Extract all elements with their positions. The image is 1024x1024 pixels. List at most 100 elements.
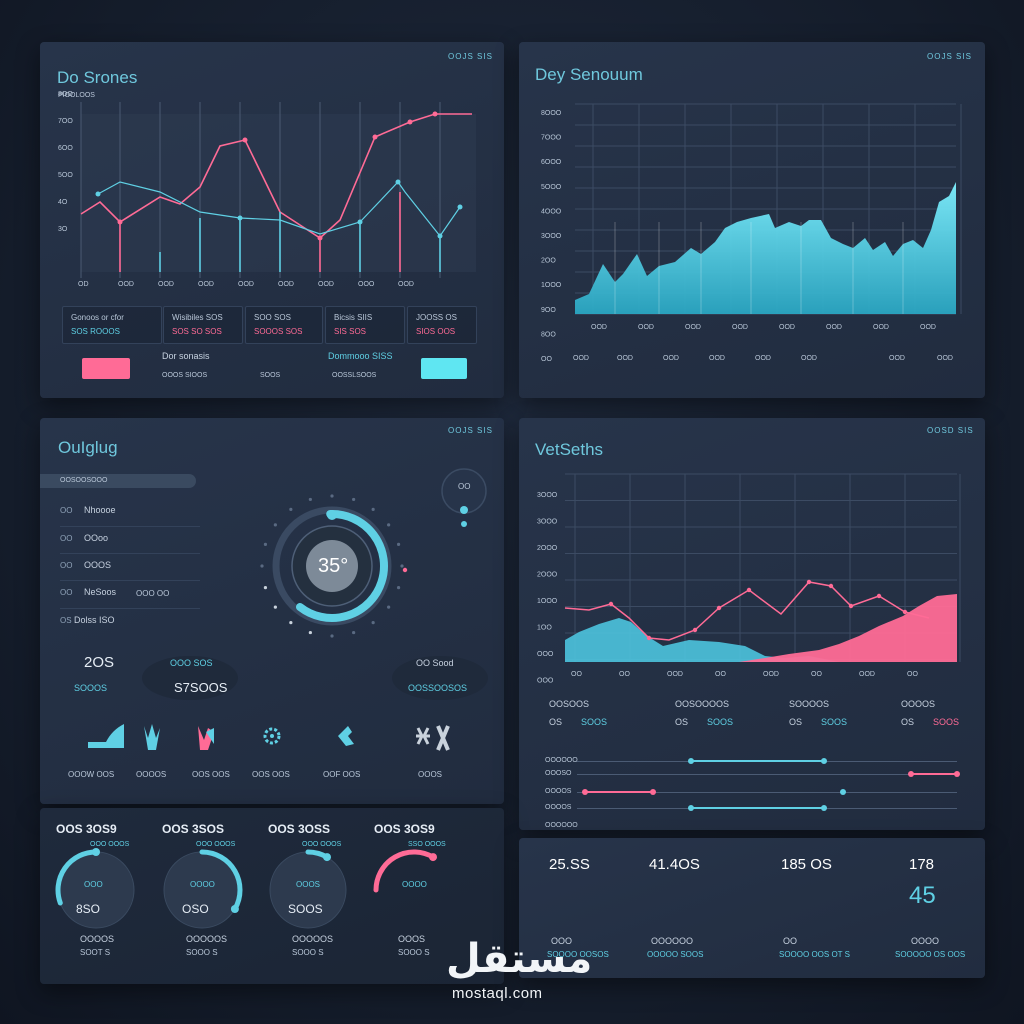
panel-area-chart: Dey Senouum OOJS SIS 8OOO 7OOO 6OOO 5OOO 4OO… bbox=[519, 42, 985, 398]
tick-label: OOD bbox=[667, 671, 683, 678]
stat-box[interactable]: Gonoos or cfor SOS ROOOS bbox=[62, 306, 162, 344]
list-item-label: Nhoooe bbox=[84, 505, 116, 515]
mini-dial-value: OO bbox=[458, 482, 471, 491]
tick-label: OOD bbox=[663, 355, 679, 362]
data-point bbox=[848, 603, 854, 609]
gear-shape bbox=[263, 727, 281, 745]
series-line-cyan bbox=[97, 181, 461, 238]
stat-label: OOSOOS bbox=[549, 699, 590, 709]
stat-key: OS bbox=[675, 717, 689, 727]
stat-box[interactable]: SOO SOS SOOOS SOS bbox=[245, 306, 323, 344]
list-item-label: Dolss ISO bbox=[74, 615, 115, 625]
slider-handle[interactable] bbox=[821, 805, 827, 811]
tick-label: OOD bbox=[591, 324, 607, 331]
tick-label: OOD bbox=[755, 355, 771, 362]
hand-pink-icon bbox=[198, 726, 214, 750]
big-stat-label: OOO bbox=[551, 936, 573, 946]
list-item-key: OS bbox=[60, 616, 72, 625]
stat-key: OS bbox=[789, 717, 803, 727]
pink-action-button[interactable] bbox=[82, 358, 130, 379]
watermark-logo: مستقل bbox=[446, 936, 593, 982]
cyan-action-button[interactable] bbox=[421, 358, 467, 379]
list-item-extra: OOO OO bbox=[136, 589, 170, 598]
dial-tick bbox=[308, 497, 312, 502]
tick-label: OOD bbox=[198, 281, 214, 288]
list-item-label: OOOS bbox=[84, 560, 112, 570]
gauge-sub2: SOOO S bbox=[186, 948, 218, 957]
slider-handle[interactable] bbox=[821, 758, 827, 764]
gauge-handle bbox=[230, 905, 239, 913]
arrow-icon bbox=[338, 726, 354, 746]
area-series-pink bbox=[739, 594, 957, 662]
list-item-key: OO bbox=[60, 588, 73, 597]
slider-handle[interactable] bbox=[908, 771, 915, 777]
stat-box-label: JOOSS OS bbox=[416, 313, 457, 322]
slider-label: OOOOOO bbox=[545, 757, 578, 764]
tick-label: OOO bbox=[537, 651, 554, 658]
tick-label: 9OO bbox=[541, 307, 556, 314]
tick-label: OOD bbox=[763, 671, 779, 678]
tick-label: 8OO bbox=[541, 331, 556, 338]
tick-label: 7OO bbox=[58, 118, 73, 125]
dial-tick bbox=[273, 523, 277, 527]
stat-box[interactable]: JOOSS OS SIOS OOS bbox=[407, 306, 477, 344]
search-input[interactable]: OOSOOSOOO bbox=[40, 474, 196, 488]
dial-tick bbox=[289, 507, 293, 511]
hand-shape bbox=[144, 724, 160, 750]
plot-background bbox=[81, 114, 476, 272]
tick-label: OOD bbox=[638, 324, 654, 331]
wave-icon bbox=[88, 724, 124, 748]
gauge-value: SOOS bbox=[288, 902, 323, 916]
slider-handle[interactable] bbox=[688, 758, 694, 764]
tick-label: OOO bbox=[537, 678, 554, 685]
bottom-value-2: SOOS bbox=[260, 372, 281, 379]
panel-controls: OuIglug OOJS SIS OOSOOSOOO 35° OO 2OS SO… bbox=[40, 418, 504, 804]
bottom-value-1: OOOS SIOOS bbox=[162, 372, 208, 379]
slider-label: OOOOS bbox=[545, 804, 572, 811]
gauge-sub2: SOOO S bbox=[398, 948, 430, 957]
list-divider bbox=[60, 580, 200, 581]
gauge-title: OOS 3OS9 bbox=[56, 822, 117, 836]
slider-track[interactable] bbox=[577, 792, 957, 793]
slider-label: OOOSO bbox=[545, 770, 572, 777]
gauge-label: OOOOOS bbox=[292, 934, 334, 944]
tick-label: OO bbox=[907, 671, 918, 678]
tick-label: OOD bbox=[617, 355, 633, 362]
stat-box-label: Gonoos or cfor bbox=[71, 313, 124, 322]
slider-handle[interactable] bbox=[688, 805, 694, 811]
sparkle-shape bbox=[416, 727, 430, 745]
slider-handle[interactable] bbox=[650, 789, 656, 795]
stat-value: SOOS bbox=[933, 717, 960, 727]
stat-box-value: SOS ROOOS bbox=[71, 327, 120, 336]
dial-tick bbox=[396, 586, 401, 590]
stat-box[interactable]: Bicsis SIIS SIS SOS bbox=[325, 306, 405, 344]
slider-handle[interactable] bbox=[840, 789, 846, 795]
gauge-row bbox=[55, 848, 437, 929]
gauge-label: OOOOS bbox=[80, 934, 115, 944]
data-point bbox=[372, 134, 378, 140]
wave-shape bbox=[88, 724, 124, 748]
dial-tick bbox=[260, 564, 264, 568]
list-divider bbox=[60, 608, 200, 609]
panel-big-stats: 25.SS OOO SOOOO OOSOS 41.4OS OOOOOO OOOOO SOO… bbox=[519, 838, 985, 978]
data-point bbox=[828, 583, 834, 589]
tick-label: 3OOO bbox=[537, 492, 558, 499]
stat-key: OS bbox=[901, 717, 915, 727]
slider-handle[interactable] bbox=[954, 771, 960, 777]
stat-value: SOOS bbox=[821, 717, 848, 727]
big-stat-value: 178 bbox=[909, 856, 935, 873]
temperature-dial[interactable] bbox=[40, 418, 504, 804]
gauge-arc bbox=[373, 849, 436, 893]
slider-range bbox=[584, 791, 653, 793]
slider-handle[interactable] bbox=[581, 789, 588, 795]
icon-label: OOF OOS bbox=[323, 770, 361, 779]
stat-label-1: SOOOS bbox=[74, 683, 108, 693]
slider-track[interactable] bbox=[577, 774, 957, 775]
dial-handle bbox=[327, 510, 337, 520]
data-point bbox=[646, 635, 652, 641]
stat-box[interactable]: Wisibiles SOS SOS SO SOS bbox=[163, 306, 243, 344]
gauge-label: OOOOOS bbox=[186, 934, 228, 944]
data-point bbox=[746, 587, 752, 593]
data-point bbox=[876, 593, 882, 599]
list-item-label: OOoo bbox=[84, 533, 109, 543]
